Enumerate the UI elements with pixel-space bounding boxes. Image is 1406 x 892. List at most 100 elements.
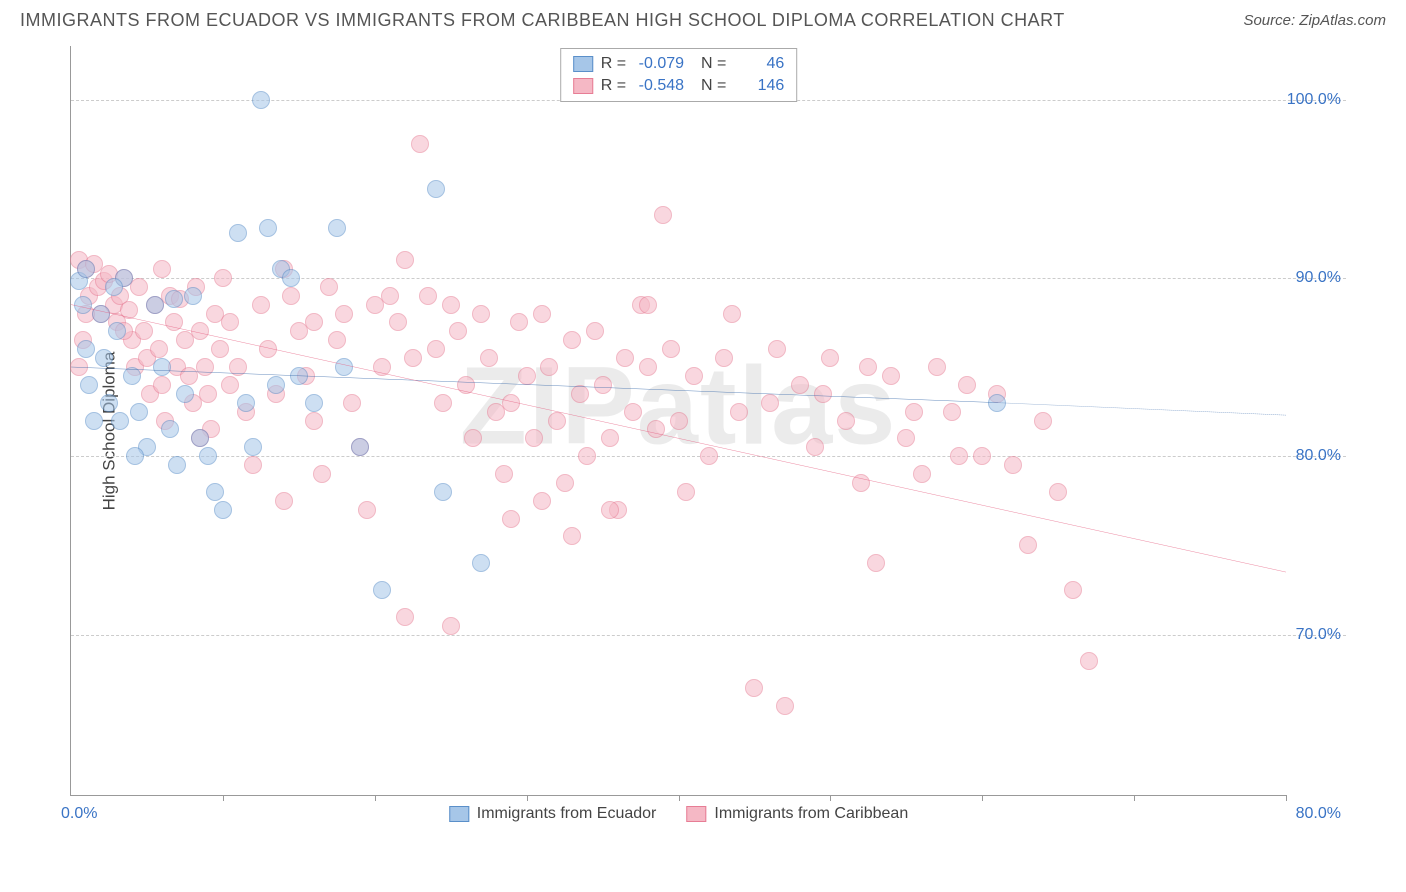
scatter-point-caribbean [150, 340, 168, 358]
scatter-point-ecuador [305, 394, 323, 412]
x-tick-mark [830, 795, 831, 801]
scatter-point-caribbean [135, 322, 153, 340]
scatter-point-caribbean [662, 340, 680, 358]
scatter-point-ecuador [199, 447, 217, 465]
scatter-point-caribbean [259, 340, 277, 358]
scatter-point-caribbean [464, 429, 482, 447]
scatter-point-ecuador [229, 224, 247, 242]
x-tick-max: 80.0% [1296, 805, 1341, 823]
scatter-point-caribbean [396, 608, 414, 626]
scatter-point-ecuador [427, 180, 445, 198]
chart-header: IMMIGRANTS FROM ECUADOR VS IMMIGRANTS FR… [0, 0, 1406, 36]
scatter-point-caribbean [563, 331, 581, 349]
scatter-point-caribbean [685, 367, 703, 385]
scatter-point-caribbean [1049, 483, 1067, 501]
legend-series-item: Immigrants from Ecuador [449, 805, 657, 823]
legend-n-value: 146 [734, 77, 784, 95]
scatter-point-caribbean [624, 403, 642, 421]
scatter-point-caribbean [1034, 412, 1052, 430]
scatter-point-ecuador [130, 403, 148, 421]
scatter-point-caribbean [196, 358, 214, 376]
scatter-point-caribbean [221, 313, 239, 331]
scatter-point-caribbean [449, 322, 467, 340]
legend-swatch [573, 56, 593, 72]
scatter-point-caribbean [495, 465, 513, 483]
scatter-point-caribbean [533, 305, 551, 323]
scatter-point-ecuador [244, 438, 262, 456]
scatter-point-caribbean [252, 296, 270, 314]
scatter-point-caribbean [427, 340, 445, 358]
scatter-point-caribbean [510, 313, 528, 331]
scatter-point-caribbean [70, 358, 88, 376]
scatter-point-caribbean [229, 358, 247, 376]
scatter-point-ecuador [146, 296, 164, 314]
scatter-point-caribbean [381, 287, 399, 305]
scatter-point-caribbean [973, 447, 991, 465]
scatter-point-caribbean [601, 429, 619, 447]
scatter-point-caribbean [411, 135, 429, 153]
chart-source: Source: ZipAtlas.com [1243, 12, 1386, 29]
scatter-point-caribbean [654, 206, 672, 224]
scatter-point-caribbean [199, 385, 217, 403]
scatter-point-caribbean [130, 278, 148, 296]
legend-correlation: R =-0.079 N =46R =-0.548 N =146 [560, 48, 798, 102]
scatter-point-caribbean [153, 260, 171, 278]
scatter-point-caribbean [305, 313, 323, 331]
scatter-point-caribbean [700, 447, 718, 465]
x-tick-mark [223, 795, 224, 801]
scatter-point-caribbean [480, 349, 498, 367]
scatter-point-caribbean [859, 358, 877, 376]
scatter-point-caribbean [897, 429, 915, 447]
scatter-point-caribbean [502, 394, 520, 412]
chart-container: High School Diploma ZIPatlas R =-0.079 N… [60, 36, 1346, 826]
x-tick-mark [1286, 795, 1287, 801]
scatter-point-ecuador [259, 219, 277, 237]
scatter-point-ecuador [92, 305, 110, 323]
scatter-point-ecuador [290, 367, 308, 385]
scatter-point-caribbean [1019, 536, 1037, 554]
scatter-point-caribbean [905, 403, 923, 421]
plot-area: ZIPatlas R =-0.079 N =46R =-0.548 N =146… [70, 46, 1286, 796]
scatter-point-ecuador [95, 349, 113, 367]
scatter-point-caribbean [867, 554, 885, 572]
x-tick-mark [375, 795, 376, 801]
scatter-point-ecuador [267, 376, 285, 394]
legend-swatch [686, 806, 706, 822]
scatter-point-caribbean [950, 447, 968, 465]
scatter-point-caribbean [928, 358, 946, 376]
scatter-point-caribbean [472, 305, 490, 323]
scatter-point-ecuador [77, 340, 95, 358]
scatter-point-ecuador [351, 438, 369, 456]
grid-line-horizontal [71, 278, 1346, 279]
scatter-point-caribbean [761, 394, 779, 412]
scatter-point-caribbean [806, 438, 824, 456]
scatter-point-caribbean [723, 305, 741, 323]
scatter-point-caribbean [639, 296, 657, 314]
legend-swatch [573, 78, 593, 94]
scatter-point-ecuador [184, 287, 202, 305]
x-tick-mark [527, 795, 528, 801]
scatter-point-caribbean [1064, 581, 1082, 599]
scatter-point-caribbean [647, 420, 665, 438]
scatter-point-caribbean [548, 412, 566, 430]
legend-n-label: N = [692, 55, 726, 73]
scatter-point-caribbean [540, 358, 558, 376]
scatter-point-caribbean [601, 501, 619, 519]
scatter-point-caribbean [221, 376, 239, 394]
scatter-point-caribbean [791, 376, 809, 394]
scatter-point-caribbean [852, 474, 870, 492]
scatter-point-caribbean [525, 429, 543, 447]
scatter-point-caribbean [191, 322, 209, 340]
y-tick-label: 100.0% [1287, 91, 1341, 109]
scatter-point-ecuador [252, 91, 270, 109]
scatter-point-ecuador [472, 554, 490, 572]
scatter-point-caribbean [373, 358, 391, 376]
scatter-point-caribbean [882, 367, 900, 385]
scatter-point-ecuador [328, 219, 346, 237]
scatter-point-caribbean [404, 349, 422, 367]
scatter-point-caribbean [442, 296, 460, 314]
scatter-point-caribbean [457, 376, 475, 394]
scatter-point-caribbean [153, 376, 171, 394]
scatter-point-ecuador [77, 260, 95, 278]
scatter-point-caribbean [335, 305, 353, 323]
